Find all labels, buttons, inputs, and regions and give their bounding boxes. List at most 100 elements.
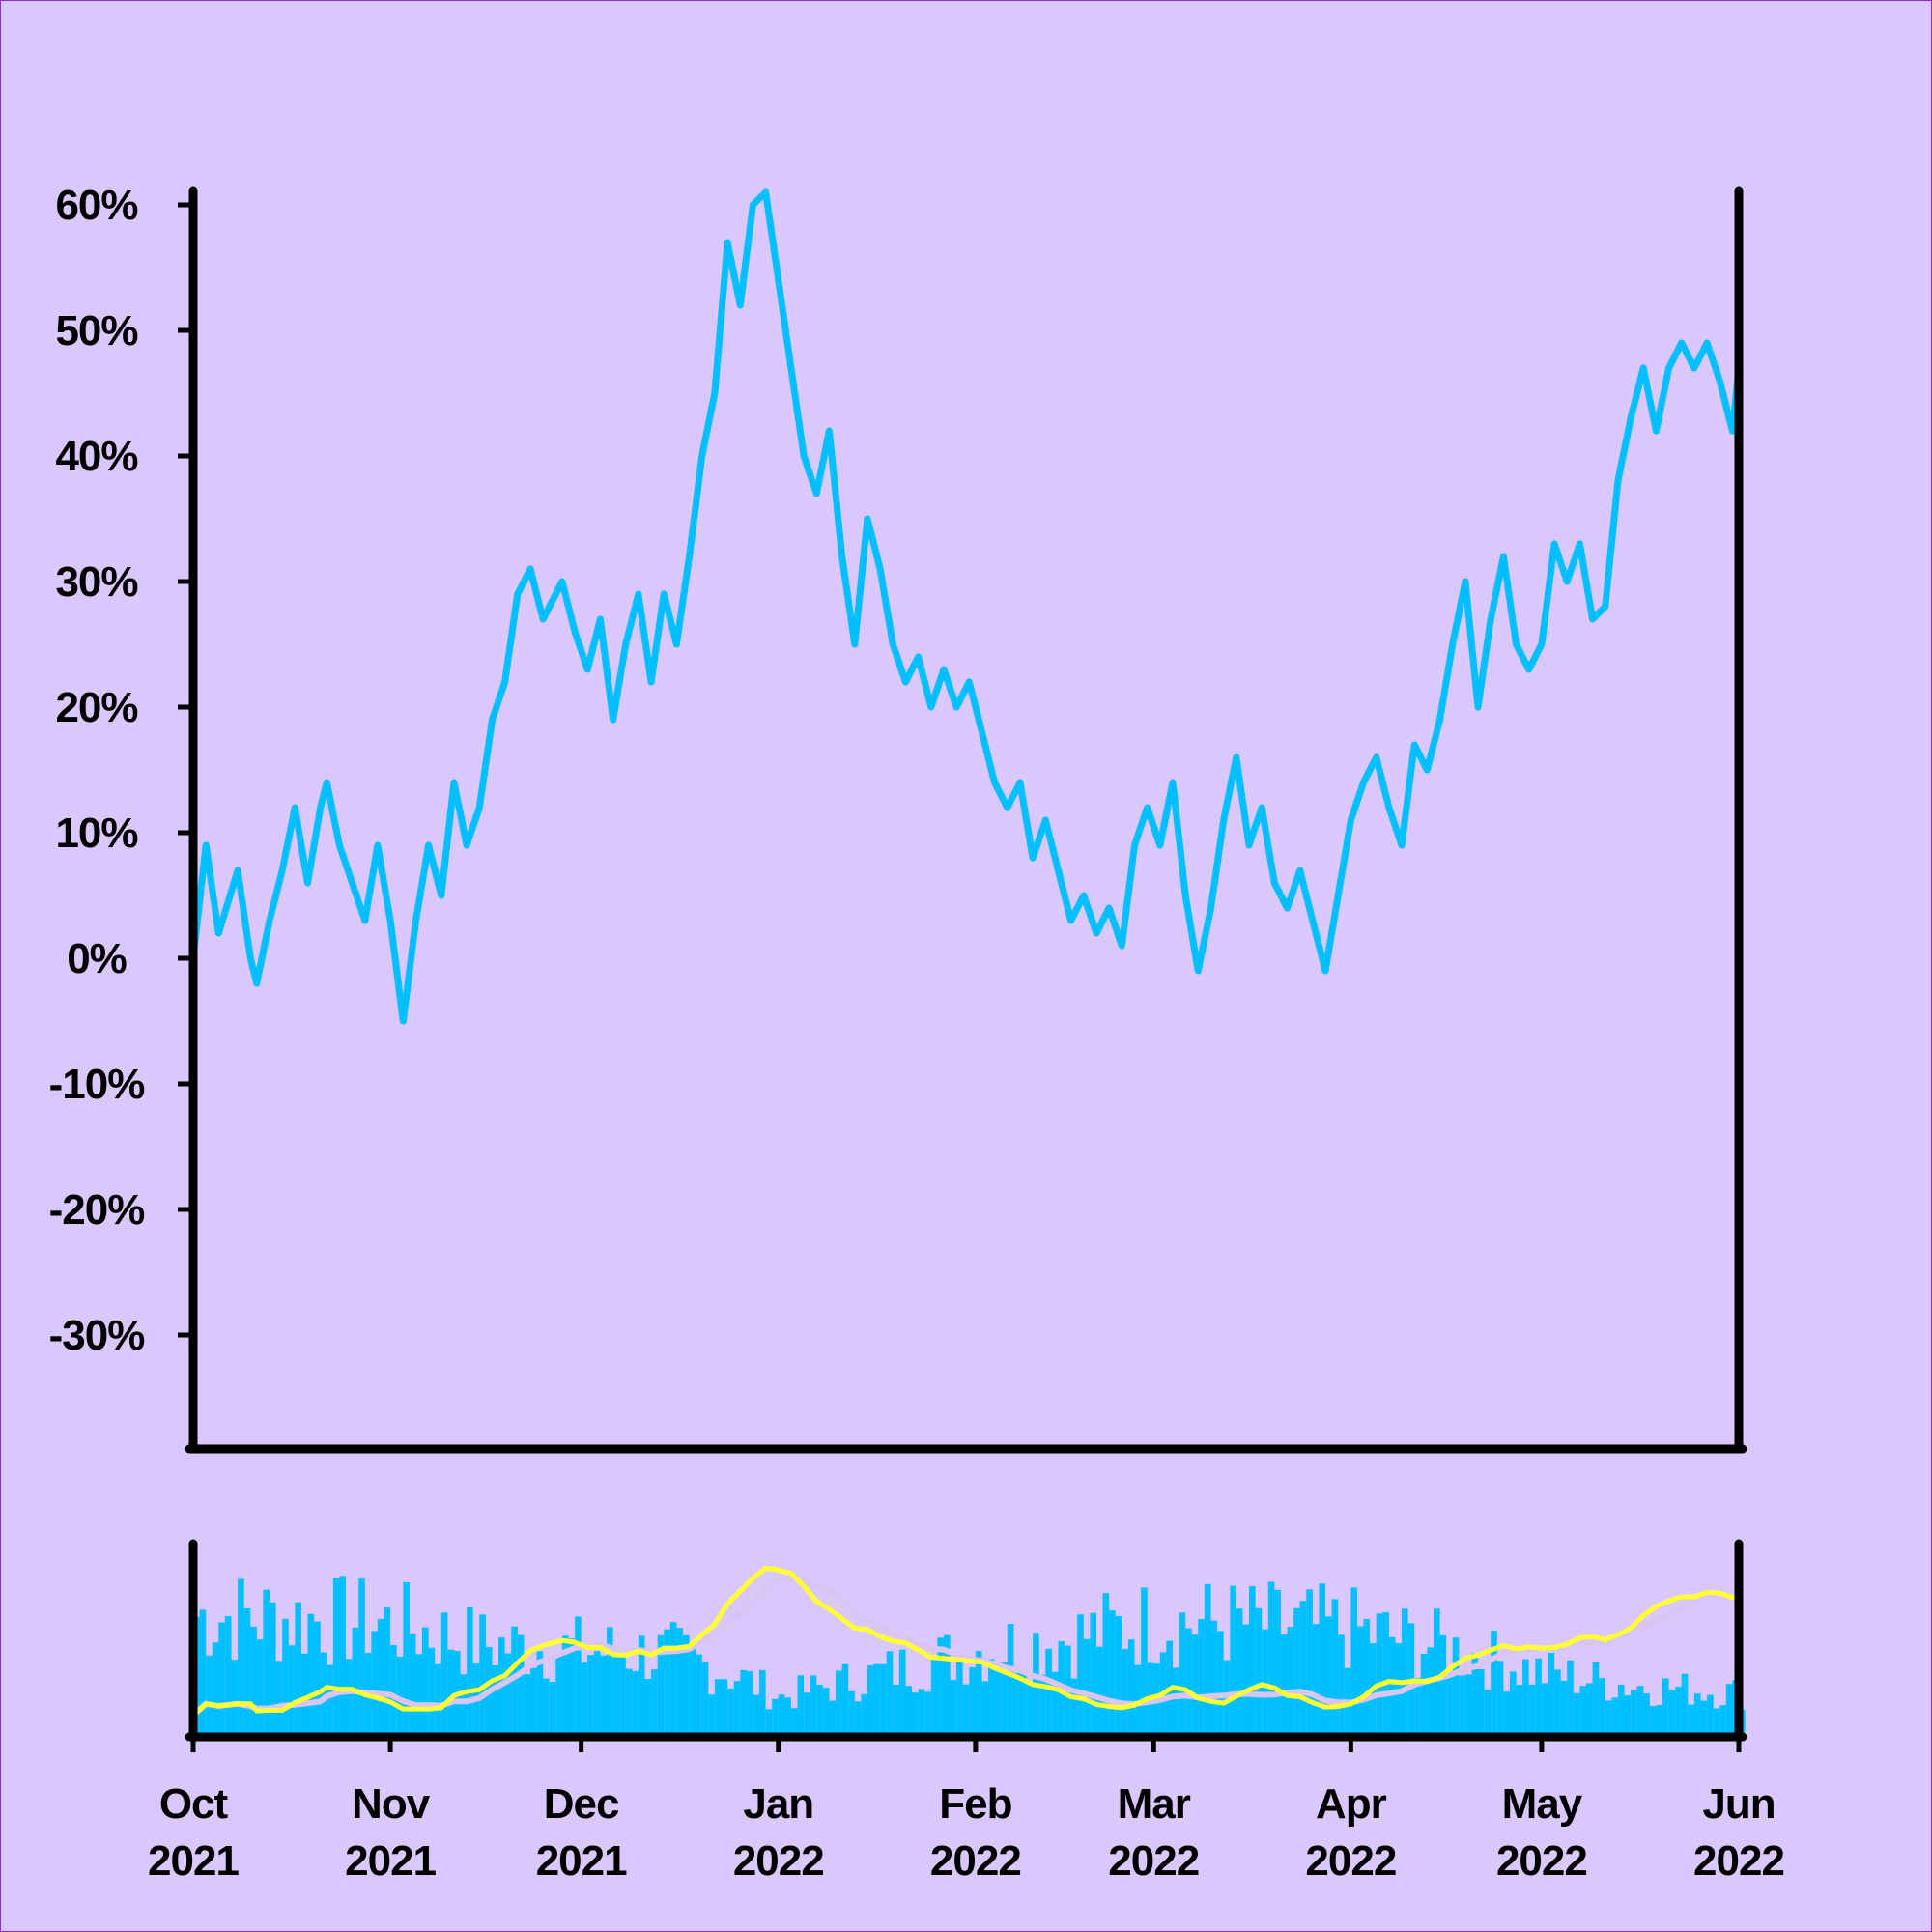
y-tick-label: -30% bbox=[49, 1312, 145, 1359]
volume-bar bbox=[994, 1667, 1002, 1733]
volume-bar bbox=[981, 1681, 989, 1733]
volume-bar bbox=[1350, 1587, 1357, 1733]
y-tick-label: 10% bbox=[55, 810, 137, 857]
volume-bar bbox=[454, 1651, 461, 1733]
volume-bar bbox=[1573, 1692, 1580, 1733]
volume-bar bbox=[1299, 1601, 1307, 1733]
volume-bar bbox=[810, 1675, 817, 1733]
volume-bar bbox=[1496, 1661, 1504, 1733]
volume-bar bbox=[1643, 1693, 1650, 1733]
volume-bar bbox=[1274, 1589, 1281, 1733]
volume-bar bbox=[772, 1698, 779, 1733]
volume-bar bbox=[332, 1578, 340, 1733]
volume-bar bbox=[1376, 1613, 1383, 1733]
volume-bar bbox=[804, 1692, 810, 1733]
volume-bar bbox=[1210, 1620, 1218, 1733]
volume-bar bbox=[250, 1626, 257, 1733]
volume-bar bbox=[676, 1628, 683, 1733]
volume-bar bbox=[1554, 1669, 1561, 1733]
volume-bar bbox=[568, 1638, 576, 1733]
x-tick-month: Jan bbox=[743, 1780, 813, 1828]
volume-bar bbox=[555, 1655, 562, 1733]
x-tick-month: Dec bbox=[544, 1780, 619, 1828]
volume-bar bbox=[1109, 1610, 1116, 1733]
volume-bar bbox=[346, 1659, 353, 1733]
volume-bar bbox=[1617, 1684, 1625, 1733]
volume-bar bbox=[422, 1627, 429, 1733]
volume-bar bbox=[1592, 1662, 1600, 1733]
volume-bar bbox=[1306, 1589, 1313, 1733]
volume-bar bbox=[1236, 1608, 1243, 1733]
volume-bar bbox=[962, 1684, 970, 1733]
volume-bar bbox=[975, 1651, 982, 1733]
x-tick-year: 2022 bbox=[1108, 1837, 1199, 1885]
volume-bar bbox=[1083, 1638, 1091, 1733]
volume-bar bbox=[1382, 1612, 1389, 1733]
volume-bar bbox=[1713, 1708, 1720, 1733]
y-tick-label: 50% bbox=[55, 307, 137, 355]
volume-bar bbox=[600, 1655, 607, 1733]
volume-bar bbox=[390, 1645, 397, 1733]
volume-bar bbox=[873, 1663, 881, 1733]
volume-bar bbox=[1141, 1587, 1148, 1733]
volume-bar bbox=[822, 1688, 830, 1733]
price-panel: 60% 50% 40% 30% 20% 10% 0% -10% -20% -30% bbox=[49, 182, 1747, 1454]
volume-bar bbox=[1249, 1586, 1256, 1733]
volume-bar bbox=[1013, 1673, 1020, 1733]
volume-bar bbox=[1434, 1608, 1440, 1733]
volume-bar bbox=[218, 1622, 225, 1733]
volume-bar bbox=[275, 1661, 283, 1733]
x-tick-year: 2021 bbox=[345, 1837, 436, 1885]
volume-bar bbox=[1503, 1691, 1510, 1733]
volume-bar bbox=[612, 1655, 620, 1733]
volume-bar bbox=[1293, 1607, 1300, 1733]
volume-bar bbox=[1191, 1634, 1199, 1733]
x-tick-month: Feb bbox=[939, 1780, 1011, 1828]
volume-bar bbox=[358, 1578, 365, 1733]
volume-bar bbox=[409, 1634, 416, 1733]
volume-bar bbox=[918, 1689, 925, 1733]
volume-bar bbox=[1611, 1697, 1618, 1733]
volume-bar bbox=[1484, 1690, 1492, 1733]
volume-bar bbox=[467, 1607, 473, 1733]
x-tick-year: 2022 bbox=[930, 1837, 1021, 1885]
volume-bar bbox=[1020, 1670, 1027, 1733]
volume-bar bbox=[1198, 1619, 1205, 1733]
volume-bar bbox=[1439, 1634, 1447, 1733]
volume-bar bbox=[1464, 1674, 1472, 1733]
volume-bar bbox=[886, 1651, 894, 1733]
volume-bar bbox=[898, 1649, 906, 1733]
volume-bar bbox=[1388, 1636, 1396, 1733]
volume-bar bbox=[930, 1658, 938, 1733]
x-tick-month: Apr bbox=[1316, 1780, 1387, 1828]
volume-bar bbox=[1262, 1629, 1268, 1733]
volume-bar bbox=[651, 1669, 658, 1733]
volume-bar bbox=[1242, 1624, 1249, 1733]
y-tick-label: 60% bbox=[55, 182, 137, 229]
volume-bar bbox=[632, 1670, 639, 1733]
volume-bar bbox=[1051, 1671, 1059, 1733]
volume-bar bbox=[1688, 1704, 1694, 1733]
volume-bar bbox=[339, 1576, 346, 1733]
y-tick-label: 20% bbox=[55, 684, 137, 731]
volume-bar bbox=[1681, 1673, 1689, 1733]
volume-bar bbox=[912, 1692, 919, 1733]
volume-bar bbox=[848, 1690, 855, 1733]
volume-bar bbox=[784, 1697, 791, 1733]
volume-bar bbox=[1395, 1643, 1402, 1733]
y-tick-label: 0% bbox=[67, 935, 127, 982]
volume-bar bbox=[492, 1665, 499, 1733]
volume-bar bbox=[1287, 1627, 1294, 1733]
volume-bar bbox=[625, 1668, 633, 1733]
volume-bar bbox=[1522, 1659, 1529, 1733]
volume-bar bbox=[1338, 1634, 1345, 1733]
volume-bar bbox=[1173, 1667, 1179, 1733]
x-tick-month: May bbox=[1502, 1780, 1583, 1828]
volume-bar bbox=[1560, 1681, 1568, 1733]
volume-bar bbox=[479, 1614, 486, 1733]
volume-bar bbox=[320, 1652, 327, 1733]
volume-bar bbox=[669, 1622, 677, 1733]
x-tick-year: 2021 bbox=[536, 1837, 627, 1885]
x-tick-year: 2022 bbox=[1496, 1837, 1587, 1885]
